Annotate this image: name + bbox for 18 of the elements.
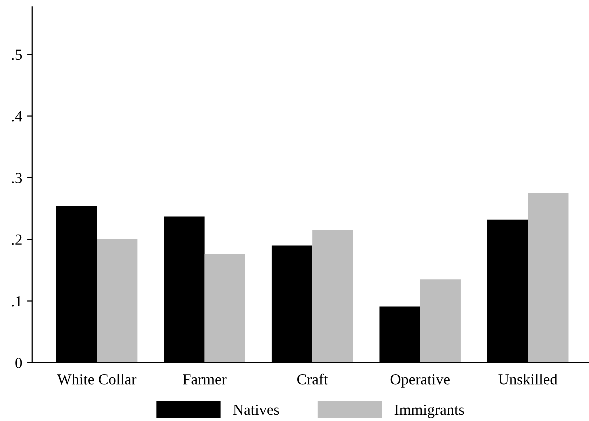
- legend-label: Natives: [233, 404, 280, 416]
- x-tick-label: Unskilled: [498, 374, 558, 385]
- y-tick-label: .3: [12, 173, 22, 184]
- y-tick-label: .2: [12, 234, 22, 246]
- legend-label: Immigrants: [394, 404, 464, 418]
- x-tick-label: Operative: [390, 374, 450, 388]
- y-tick-label: 0: [16, 358, 22, 368]
- bar: [420, 280, 461, 363]
- x-tick-label: White Collar: [57, 374, 137, 385]
- x-tick-label: Farmer: [183, 374, 227, 385]
- bar: [97, 238, 138, 363]
- y-tick-label: .1: [12, 296, 22, 307]
- bar: [528, 193, 569, 363]
- bar: [204, 254, 246, 363]
- y-tick-label: .4: [12, 112, 22, 122]
- bar: [312, 230, 354, 363]
- x-tick-label: Craft: [298, 374, 328, 385]
- y-tick-label: .5: [12, 50, 22, 60]
